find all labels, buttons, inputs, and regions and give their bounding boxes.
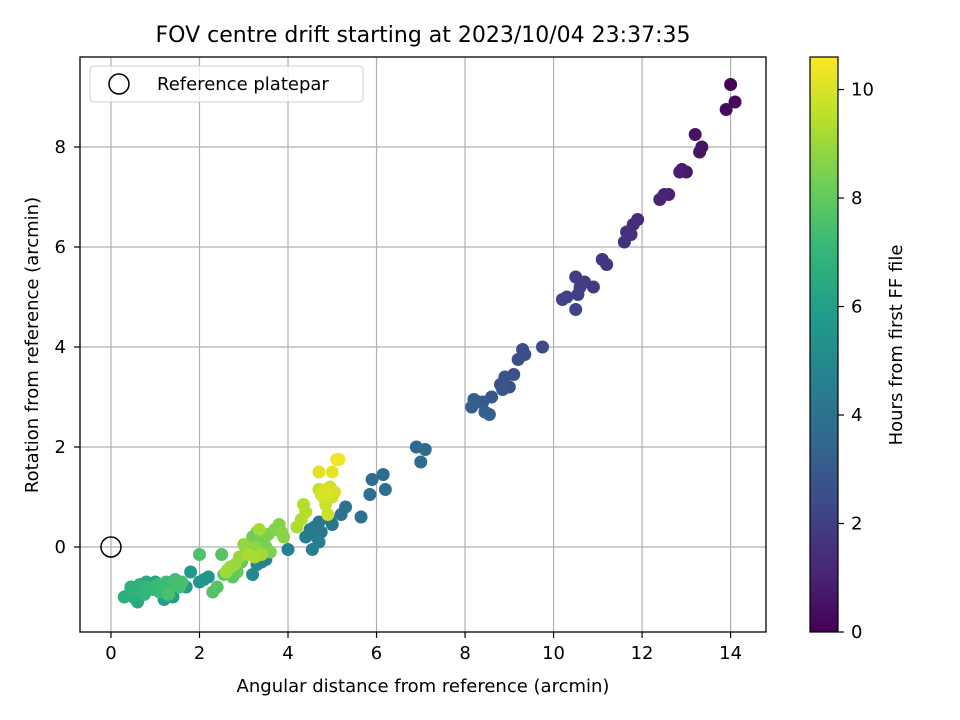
colorbar-tick-label: 10 bbox=[851, 80, 874, 101]
data-point bbox=[215, 548, 229, 561]
x-tick-label: 12 bbox=[631, 643, 654, 664]
y-tick-label: 8 bbox=[55, 137, 66, 158]
colorbar-tick-label: 4 bbox=[851, 405, 862, 426]
data-point bbox=[312, 465, 326, 479]
data-point bbox=[192, 575, 206, 589]
data-point bbox=[376, 468, 390, 481]
chart-title: FOV centre drift starting at 2023/10/04 … bbox=[156, 23, 691, 48]
data-point bbox=[210, 580, 224, 594]
data-point bbox=[569, 303, 583, 316]
data-point bbox=[673, 165, 687, 179]
x-tick-label: 14 bbox=[719, 643, 742, 664]
data-point bbox=[378, 483, 392, 496]
y-tick-label: 0 bbox=[55, 537, 66, 558]
colorbar: 0 2 4 6 8 10 Hours from first FF file bbox=[809, 56, 907, 643]
data-point bbox=[688, 128, 702, 141]
data-point bbox=[299, 530, 313, 544]
data-point bbox=[325, 465, 339, 479]
plot-frame bbox=[79, 56, 767, 633]
data-point bbox=[246, 568, 260, 581]
data-point bbox=[653, 193, 667, 206]
data-point bbox=[418, 443, 432, 456]
data-point bbox=[363, 488, 377, 501]
data-point bbox=[305, 543, 319, 556]
x-axis-label: Angular distance from reference (arcmin) bbox=[237, 676, 610, 697]
data-point bbox=[241, 548, 255, 561]
data-point bbox=[569, 270, 583, 284]
data-point bbox=[414, 455, 428, 469]
data-point bbox=[365, 473, 379, 486]
x-tick-label: 4 bbox=[282, 643, 293, 664]
reference-point-marker bbox=[100, 536, 122, 558]
data-point bbox=[321, 508, 335, 521]
data-point bbox=[192, 548, 206, 561]
colorbar-tick-label: 0 bbox=[851, 622, 862, 643]
data-point bbox=[252, 523, 266, 536]
data-point bbox=[571, 288, 585, 301]
data-point bbox=[334, 508, 348, 521]
colorbar-tick-label: 8 bbox=[851, 188, 862, 209]
data-point bbox=[482, 408, 496, 421]
x-tick-label: 2 bbox=[194, 643, 205, 664]
x-tick-label: 0 bbox=[105, 643, 116, 664]
x-tick-label: 8 bbox=[459, 643, 470, 664]
y-axis-label: Rotation from reference (arcmin) bbox=[22, 197, 43, 493]
data-point bbox=[325, 518, 339, 531]
data-point bbox=[299, 505, 313, 519]
data-point bbox=[162, 588, 176, 601]
data-point bbox=[281, 543, 295, 556]
data-point bbox=[465, 400, 479, 414]
data-point bbox=[719, 103, 733, 116]
data-point bbox=[332, 453, 346, 466]
x-tick-label: 10 bbox=[542, 643, 565, 664]
colorbar-tick-label: 2 bbox=[851, 514, 862, 535]
legend: Reference platepar bbox=[89, 65, 364, 103]
y-tick-label: 6 bbox=[55, 237, 66, 258]
legend-marker-reference bbox=[108, 73, 130, 95]
grid bbox=[80, 57, 766, 632]
data-point bbox=[724, 78, 738, 91]
data-point bbox=[117, 590, 131, 604]
y-tick-label: 4 bbox=[55, 337, 66, 358]
y-tick-label: 2 bbox=[55, 437, 66, 458]
colorbar-swatch bbox=[810, 57, 838, 632]
data-point bbox=[496, 383, 510, 396]
legend-label-reference: Reference platepar bbox=[157, 74, 329, 95]
data-point bbox=[237, 538, 251, 551]
data-point bbox=[277, 530, 291, 544]
x-tick-label: 6 bbox=[371, 643, 382, 664]
data-point bbox=[511, 353, 525, 366]
data-point bbox=[319, 483, 333, 496]
data-point bbox=[535, 340, 549, 354]
axis-ticks: 0 2 4 6 8 10 12 14 0 2 4 6 8 bbox=[55, 137, 742, 664]
data-point bbox=[600, 258, 614, 271]
colorbar-tick-label: 6 bbox=[851, 297, 862, 318]
data-point bbox=[175, 575, 189, 589]
data-point bbox=[354, 510, 368, 524]
data-point bbox=[219, 565, 233, 579]
colorbar-label: Hours from first FF file bbox=[886, 245, 907, 446]
data-point bbox=[728, 95, 742, 109]
data-point bbox=[184, 565, 198, 579]
data-point bbox=[555, 293, 569, 306]
data-points bbox=[100, 78, 742, 609]
data-point bbox=[617, 235, 631, 249]
colorbar-frame bbox=[809, 56, 839, 633]
legend-box bbox=[89, 65, 364, 103]
colorbar-ticks: 0 2 4 6 8 10 bbox=[838, 80, 874, 643]
data-point bbox=[695, 140, 709, 154]
